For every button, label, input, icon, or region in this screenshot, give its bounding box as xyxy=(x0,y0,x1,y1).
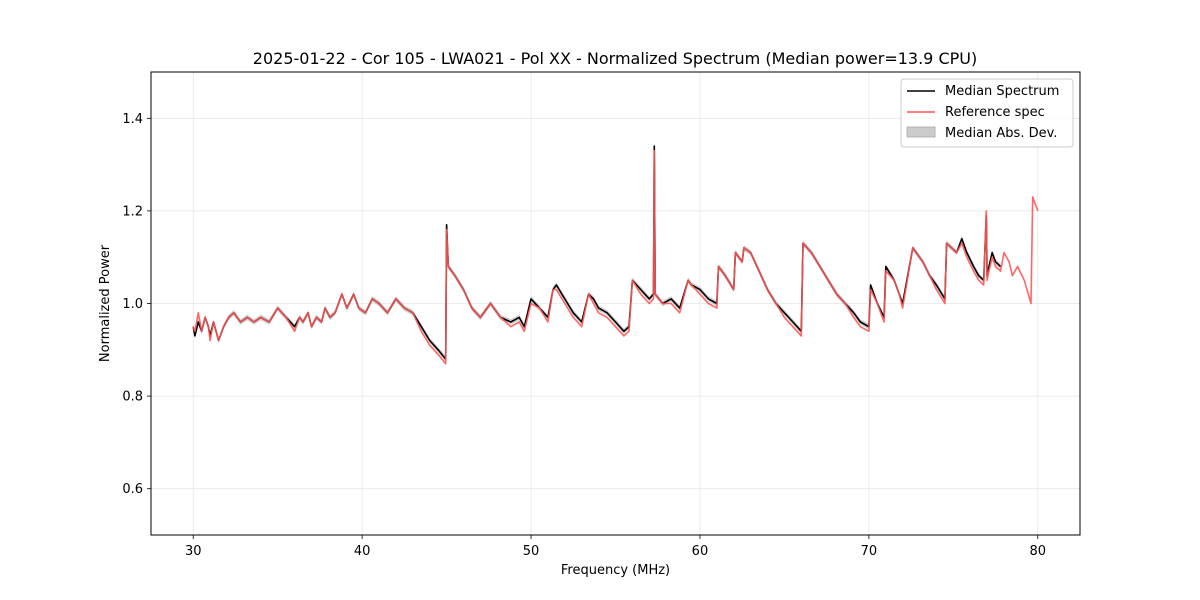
x-tick-label: 50 xyxy=(523,544,540,559)
y-axis-label: Normalized Power xyxy=(98,244,113,362)
x-tick-label: 60 xyxy=(692,544,709,559)
legend: Median Spectrum Reference spec Median Ab… xyxy=(900,78,1074,148)
legend-box xyxy=(900,78,1074,148)
series-layer xyxy=(192,143,1039,365)
y-tick-label: 1.0 xyxy=(122,297,143,312)
x-tick-label: 40 xyxy=(354,544,371,559)
tick-marks: 30 40 50 60 70 80 0.6 0.8 1.0 1.2 1.4 xyxy=(122,112,1046,559)
y-tick-label: 1.2 xyxy=(122,204,143,219)
x-axis-label: Frequency (MHz) xyxy=(561,563,670,578)
legend-mad-swatch xyxy=(906,126,936,138)
x-tick-label: 70 xyxy=(861,544,878,559)
y-tick-label: 1.4 xyxy=(122,112,143,127)
chart-title: 2025-01-22 - Cor 105 - LWA021 - Pol XX -… xyxy=(253,49,977,68)
y-tick-label: 0.6 xyxy=(122,482,143,497)
legend-median-label: Median Spectrum xyxy=(945,84,1059,99)
legend-reference-label: Reference spec xyxy=(945,105,1045,120)
x-tick-label: 30 xyxy=(185,544,202,559)
x-tick-label: 80 xyxy=(1029,544,1046,559)
y-tick-label: 0.8 xyxy=(122,390,143,405)
legend-mad-label: Median Abs. Dev. xyxy=(945,126,1057,141)
reference-spectrum-line xyxy=(192,149,1039,365)
